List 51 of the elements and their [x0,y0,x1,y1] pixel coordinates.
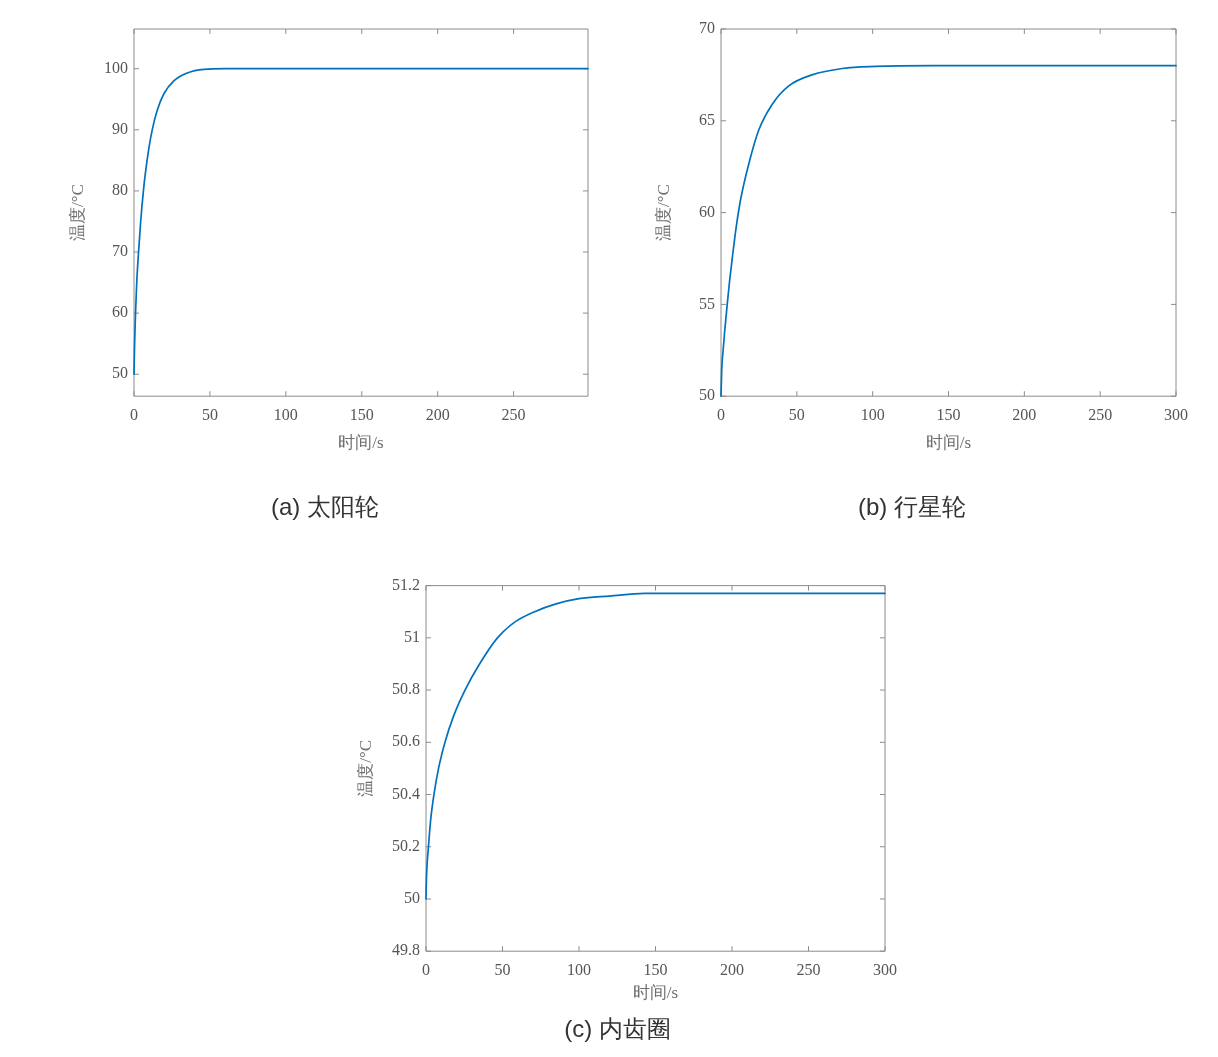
y-tick-label: 51.2 [392,575,420,593]
x-tick-label: 250 [501,406,526,423]
line-series [720,64,1177,398]
x-tick-label: 100 [567,961,591,978]
y-tick-label: 100 [104,58,128,76]
x-tick-label: 0 [130,406,138,423]
y-axis-title: 温度/°C [67,184,87,242]
x-axis-title: 时间/s [925,433,972,453]
x-tick-label: 250 [1088,406,1113,423]
x-tick-label: 50 [494,961,511,978]
x-tick-label: 300 [873,961,897,978]
y-axis-title: 温度/°C [355,739,375,797]
y-tick-label: 50 [404,889,420,907]
text: (c) 内齿圈 [564,1015,671,1043]
x-tick-label: 0 [717,406,725,423]
x-tick-label: 100 [860,406,885,423]
x-tick-label: 50 [201,406,218,423]
text: (b) 行星轮 [858,493,966,521]
y-tick-label: 50.2 [392,836,420,854]
x-tick-label: 0 [422,961,430,978]
y-tick-label: 90 [112,120,128,138]
y-tick-label: 70 [699,19,715,37]
y-tick-label: 80 [112,181,128,199]
x-tick-label: 200 [425,406,450,423]
y-tick-label: 51 [404,628,420,646]
y-tick-label: 50.4 [392,784,420,802]
y-tick-label: 60 [699,202,715,220]
y-tick-label: 50.8 [392,680,420,698]
y-tick-label: 50.6 [392,732,420,750]
x-tick-label: 50 [788,406,805,423]
x-tick-label: 150 [643,961,668,978]
line-series [425,592,886,900]
y-tick-label: 50 [112,364,128,382]
y-tick-label: 50 [699,386,715,404]
y-axis-title: 温度/°C [653,184,673,242]
text: (a) 太阳轮 [271,493,379,521]
x-tick-label: 200 [720,961,744,978]
x-axis-title: 时间/s [338,433,384,453]
y-tick-label: 60 [112,303,128,321]
y-tick-label: 70 [112,242,128,260]
x-tick-label: 300 [1164,406,1188,423]
y-tick-label: 55 [699,294,715,312]
y-tick-label: 49.8 [392,941,420,959]
x-tick-label: 150 [349,406,374,423]
y-tick-label: 65 [699,111,715,128]
x-tick-label: 150 [936,406,961,423]
x-tick-label: 200 [1012,406,1037,423]
x-axis-title: 时间/s [632,983,679,1003]
x-tick-label: 100 [273,406,298,423]
line-series [133,67,589,376]
x-tick-label: 250 [796,961,821,978]
